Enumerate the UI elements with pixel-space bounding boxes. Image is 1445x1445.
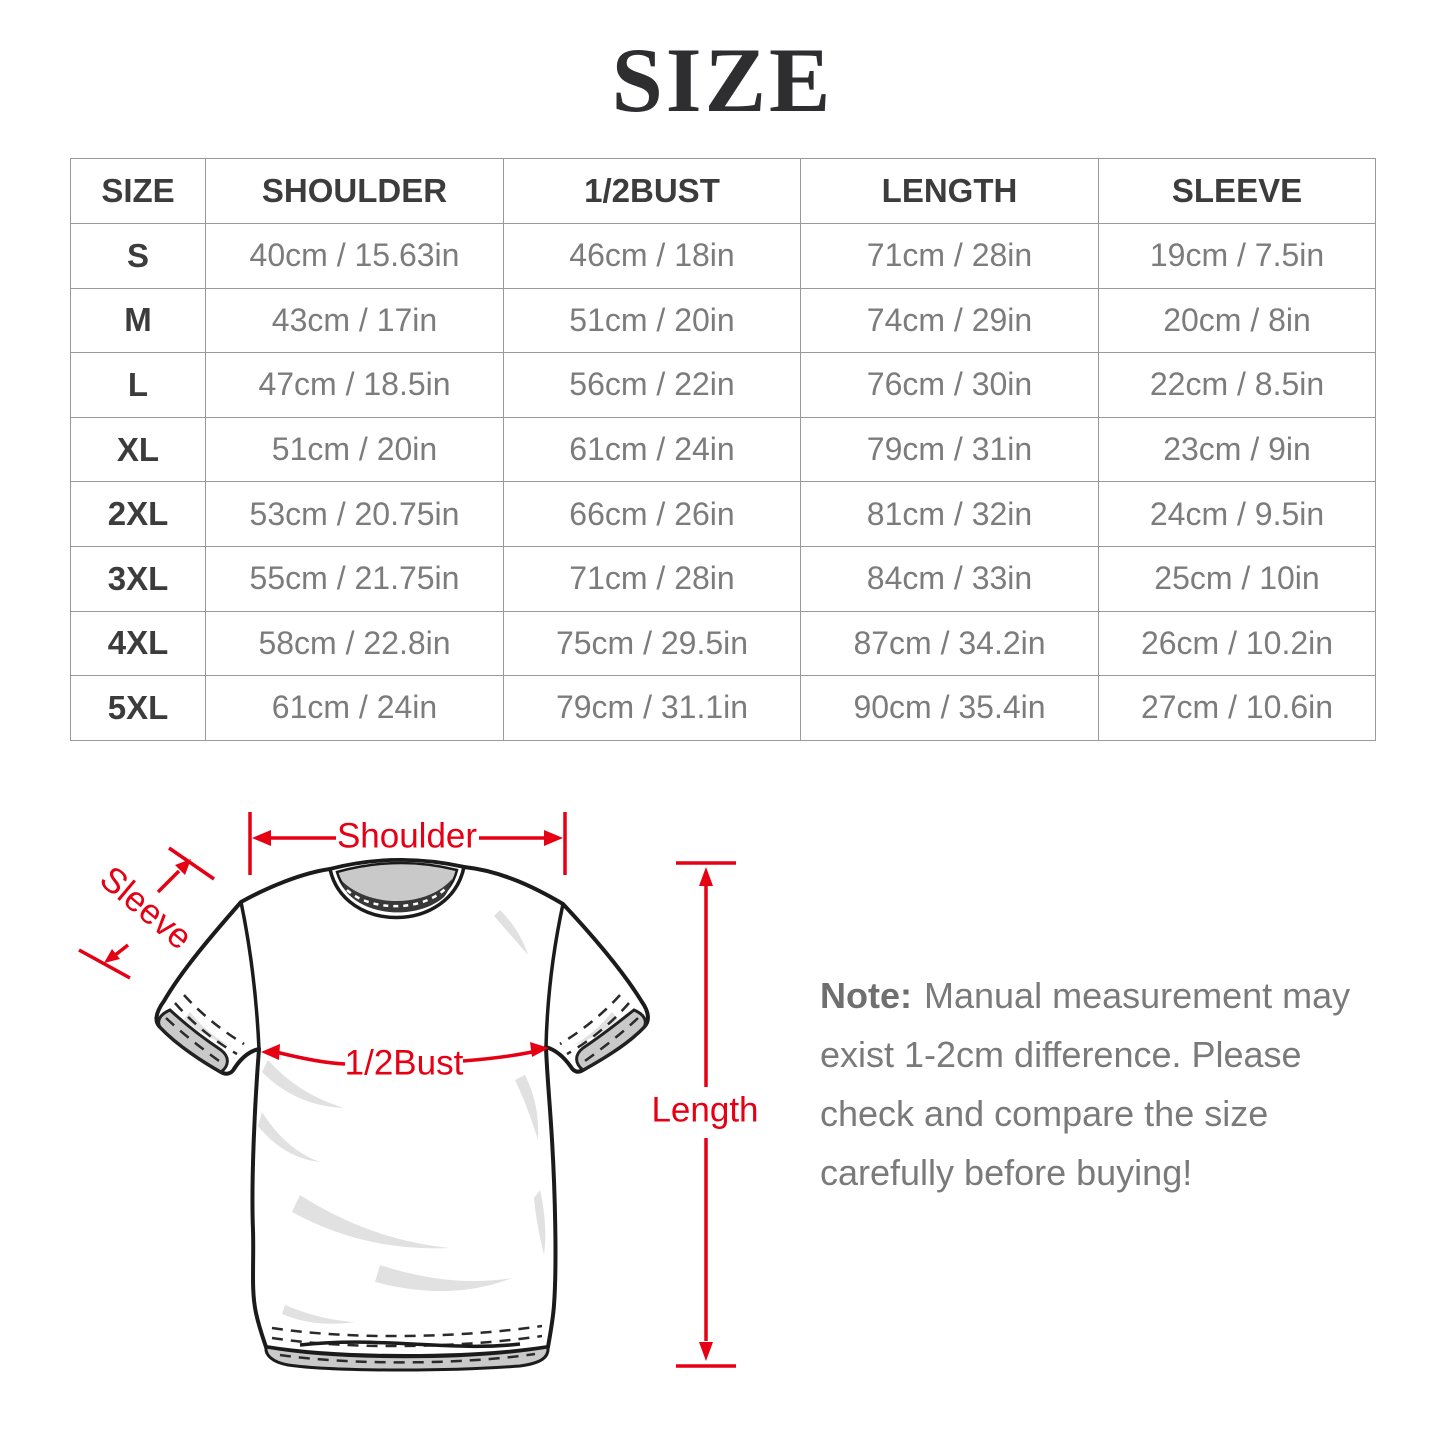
- measurement-cell: 23cm / 9in: [1098, 416, 1376, 483]
- measurement-cell: 61cm / 24in: [503, 416, 801, 483]
- note-line: check and compare the size: [820, 1093, 1269, 1134]
- header-length: LENGTH: [800, 158, 1099, 224]
- measurement-cell: 25cm / 10in: [1098, 545, 1376, 612]
- measurement-cell: 51cm / 20in: [205, 416, 504, 483]
- table-row: XL 51cm / 20in 61cm / 24in 79cm / 31in 2…: [70, 416, 1376, 483]
- measurement-cell: 81cm / 32in: [800, 481, 1099, 547]
- cuff-stitching: [165, 994, 639, 1065]
- measurement-cell: 26cm / 10.2in: [1098, 610, 1376, 677]
- note-line: carefully before buying!: [820, 1152, 1193, 1193]
- length-arrow: Length: [651, 861, 759, 1368]
- wrinkle-shading: [184, 910, 618, 1324]
- measurement-cell: 90cm / 35.4in: [800, 675, 1099, 741]
- header-sleeve: SLEEVE: [1098, 158, 1376, 224]
- left-cuff: [157, 1008, 229, 1074]
- hem-fold-line: [299, 1340, 521, 1349]
- measurement-cell: 87cm / 34.2in: [800, 610, 1099, 677]
- size-cell: 5XL: [70, 675, 206, 741]
- size-cell: S: [70, 223, 206, 289]
- note-line: exist 1-2cm difference. Please: [820, 1034, 1302, 1075]
- measurement-cell: 74cm / 29in: [800, 287, 1099, 354]
- measurement-cell: 79cm / 31in: [800, 416, 1099, 483]
- measurement-cell: 71cm / 28in: [800, 223, 1099, 289]
- measurement-cell: 53cm / 20.75in: [205, 481, 504, 547]
- header-bust: 1/2BUST: [503, 158, 801, 224]
- measurement-cell: 46cm / 18in: [503, 223, 801, 289]
- table-row: 5XL 61cm / 24in 79cm / 31.1in 90cm / 35.…: [70, 675, 1376, 741]
- measurement-cell: 66cm / 26in: [503, 481, 801, 547]
- size-cell: 2XL: [70, 481, 206, 547]
- sleeve-seams: [239, 901, 565, 1050]
- measurement-cell: 24cm / 9.5in: [1098, 481, 1376, 547]
- measurement-cell: 84cm / 33in: [800, 545, 1099, 612]
- table-row: L 47cm / 18.5in 56cm / 22in 76cm / 30in …: [70, 352, 1376, 418]
- measurement-cell: 40cm / 15.63in: [205, 223, 504, 289]
- table-row: 4XL 58cm / 22.8in 75cm / 29.5in 87cm / 3…: [70, 610, 1376, 677]
- size-cell: 4XL: [70, 610, 206, 677]
- size-cell: XL: [70, 416, 206, 483]
- shoulder-label: Shoulder: [337, 817, 477, 856]
- size-cell: M: [70, 287, 206, 354]
- measurement-cell: 22cm / 8.5in: [1098, 352, 1376, 418]
- length-label: Length: [651, 1091, 758, 1130]
- bust-label: 1/2Bust: [345, 1044, 464, 1083]
- measurement-cell: 55cm / 21.75in: [205, 545, 504, 612]
- hem-band: [264, 1345, 550, 1372]
- measurement-cell: 76cm / 30in: [800, 352, 1099, 418]
- measurement-cell: 43cm / 17in: [205, 287, 504, 354]
- note-text: Note: Manual measurement may exist 1-2cm …: [820, 966, 1390, 1202]
- collar: [327, 858, 467, 920]
- measurement-cell: 27cm / 10.6in: [1098, 675, 1376, 741]
- tshirt-outline: [154, 858, 650, 1372]
- shoulder-arrow: Shoulder: [248, 812, 567, 875]
- table-row: 2XL 53cm / 20.75in 66cm / 26in 81cm / 32…: [70, 481, 1376, 547]
- measurement-cell: 79cm / 31.1in: [503, 675, 801, 741]
- note-label: Note:: [820, 975, 912, 1016]
- size-cell: L: [70, 352, 206, 418]
- note-line: Note: Manual measurement may: [820, 966, 1390, 1025]
- header-shoulder: SHOULDER: [205, 158, 504, 224]
- header-size: SIZE: [70, 158, 206, 224]
- half-bust-arrow: 1/2Bust: [261, 1042, 549, 1083]
- tshirt-measurement-diagram: Shoulder Sleeve 1/2Bust: [78, 812, 759, 1372]
- table-header-row: SIZE SHOULDER 1/2BUST LENGTH SLEEVE: [70, 158, 1376, 224]
- page-title: SIZE: [611, 29, 834, 131]
- size-table: SIZE SHOULDER 1/2BUST LENGTH SLEEVE S 40…: [70, 158, 1376, 741]
- table-row: 3XL 55cm / 21.75in 71cm / 28in 84cm / 33…: [70, 545, 1376, 612]
- measurement-cell: 20cm / 8in: [1098, 287, 1376, 354]
- note-line-text: Manual measurement may: [924, 975, 1351, 1016]
- measurement-cell: 56cm / 22in: [503, 352, 801, 418]
- table-row: M 43cm / 17in 51cm / 20in 74cm / 29in 20…: [70, 287, 1376, 354]
- measurement-cell: 71cm / 28in: [503, 545, 801, 612]
- table-row: S 40cm / 15.63in 46cm / 18in 71cm / 28in…: [70, 223, 1376, 289]
- measurement-cell: 51cm / 20in: [503, 287, 801, 354]
- measurement-cell: 58cm / 22.8in: [205, 610, 504, 677]
- size-cell: 3XL: [70, 545, 206, 612]
- hem-stitching: [271, 1324, 543, 1364]
- measurement-cell: 19cm / 7.5in: [1098, 223, 1376, 289]
- measurement-cell: 47cm / 18.5in: [205, 352, 504, 418]
- measurement-cell: 61cm / 24in: [205, 675, 504, 741]
- measurement-cell: 75cm / 29.5in: [503, 610, 801, 677]
